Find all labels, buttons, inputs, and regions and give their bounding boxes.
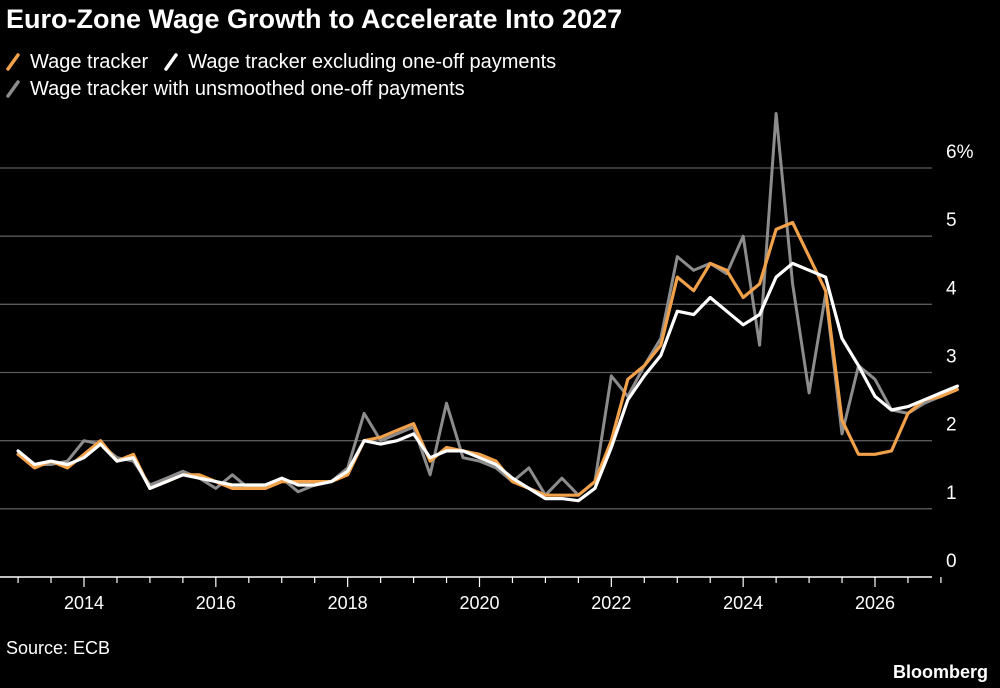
- legend-swatch-wage-tracker: [6, 53, 20, 71]
- legend-slash-mark: [164, 53, 178, 71]
- series-lines: [16, 112, 960, 503]
- x-tick-label: 2026: [855, 593, 895, 613]
- legend-slash-mark: [6, 80, 20, 98]
- legend-row-2: Wage tracker with unsmoothed one-off pay…: [6, 77, 481, 101]
- series-line-excluding-one-off: [16, 261, 960, 503]
- bloomberg-logo: Bloomberg: [892, 662, 988, 682]
- chart-title: Euro-Zone Wage Growth to Accelerate Into…: [6, 4, 623, 34]
- x-tick-label: 2024: [723, 593, 763, 613]
- legend-item-unsmoothed-one-off: Wage tracker with unsmoothed one-off pay…: [6, 78, 465, 101]
- source-note: Source: ECB: [6, 638, 111, 658]
- legend-swatch-unsmoothed-one-off: [6, 80, 20, 98]
- y-tick-label: 2: [946, 415, 957, 436]
- series-line-unsmoothed-one-off: [16, 112, 959, 497]
- y-axis-tick-labels: 0 1 2 3 4 5 6%: [946, 142, 974, 572]
- legend-slash-mark: [6, 53, 20, 71]
- x-axis: 2014 2016 2018 2020 2022 2024 2026: [0, 576, 942, 613]
- series-line-wage-tracker: [16, 220, 960, 497]
- x-tick-label: 2014: [64, 593, 104, 613]
- x-tick-label: 2022: [591, 593, 631, 613]
- y-tick-label: 6%: [946, 142, 974, 163]
- y-tick-label: 0: [946, 551, 957, 572]
- x-tick-label: 2018: [328, 593, 368, 613]
- legend-label-wage-tracker: Wage tracker: [30, 50, 149, 73]
- legend-swatch-excluding-one-off: [164, 53, 178, 71]
- gridlines: [0, 167, 932, 510]
- legend-item-excluding-one-off: Wage tracker excluding one-off payments: [164, 51, 556, 74]
- y-tick-label: 5: [946, 210, 957, 231]
- x-tick-label: 2016: [196, 593, 236, 613]
- legend-label-unsmoothed-one-off: Wage tracker with unsmoothed one-off pay…: [30, 77, 465, 100]
- y-tick-label: 3: [946, 347, 957, 368]
- legend-row-1: Wage tracker Wage tracker excluding one-…: [6, 50, 572, 74]
- legend-item-wage-tracker: Wage tracker: [6, 51, 148, 74]
- legend-label-excluding-one-off: Wage tracker excluding one-off payments: [188, 50, 557, 73]
- y-tick-label: 1: [946, 483, 957, 504]
- x-tick-label: 2020: [459, 593, 499, 613]
- y-tick-label: 4: [946, 278, 957, 299]
